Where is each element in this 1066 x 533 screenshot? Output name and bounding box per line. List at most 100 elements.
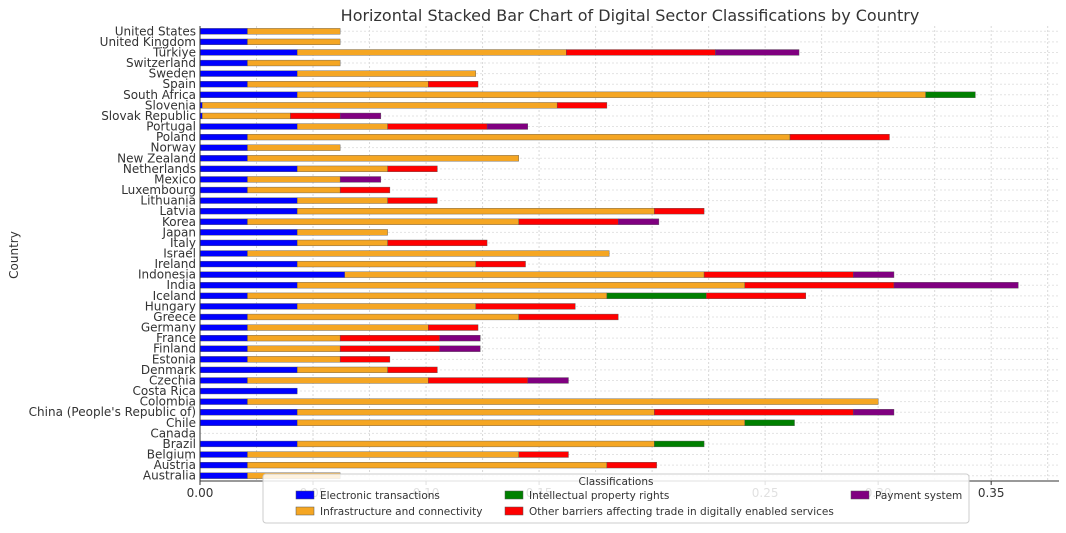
bar-segment: [475, 303, 576, 310]
bar-segment: [744, 419, 795, 426]
bar-segment: [199, 260, 298, 268]
bar-segment: [654, 409, 854, 416]
legend-label: Intellectual property rights: [529, 490, 669, 502]
y-tick-label: United States: [115, 24, 196, 38]
y-tick-label: New Zealand: [117, 151, 196, 165]
y-tick-label: United Kingdom: [100, 35, 196, 49]
y-tick-label: Greece: [153, 310, 196, 324]
legend-label: Other barriers affecting trade in digita…: [529, 506, 834, 518]
bar-segment: [199, 377, 248, 384]
y-tick-label: Estonia: [152, 352, 196, 366]
bar-segment: [606, 292, 707, 299]
y-tick-label: Spain: [162, 77, 196, 91]
legend: Classifications Electronic transactions I…: [262, 473, 970, 524]
bar-segment: [199, 451, 248, 458]
bar-segment: [297, 123, 388, 130]
legend-swatch: [295, 490, 315, 500]
bar-segment: [199, 440, 298, 448]
bar-segment: [202, 102, 558, 109]
legend-title: Classifications: [579, 476, 654, 488]
chart-title: Horizontal Stacked Bar Chart of Digital …: [341, 6, 920, 25]
bar-segment: [297, 282, 745, 289]
y-tick-label: Slovak Republic: [101, 109, 196, 123]
y-tick-label: Israel: [163, 247, 196, 261]
bar-segment: [297, 260, 476, 268]
y-tick-label: Hungary: [145, 299, 196, 313]
y-tick-label: China (People's Republic of): [29, 405, 196, 419]
y-tick-label: Colombia: [140, 395, 196, 409]
legend-label: Payment system: [875, 490, 962, 502]
bar-segment: [247, 377, 429, 384]
bar-segment: [199, 324, 248, 331]
bar-segment: [339, 345, 440, 352]
bar-segment: [247, 335, 341, 342]
bar-segment: [247, 28, 341, 35]
bar-segment: [439, 335, 481, 342]
y-tick-label: Lithuania: [140, 194, 196, 208]
bar-segment: [518, 218, 619, 225]
bar-segment: [518, 313, 619, 321]
bar-segment: [606, 462, 657, 469]
bar-segment: [339, 335, 440, 342]
bar-segment: [297, 49, 567, 56]
y-tick-label: Belgium: [147, 448, 196, 462]
bar-segment: [247, 186, 341, 194]
y-tick-label: Indonesia: [138, 268, 196, 282]
bar-segment: [744, 282, 895, 289]
bar-segment: [199, 398, 248, 405]
y-tick-label: Türkiye: [152, 45, 196, 59]
bar-segment: [297, 239, 388, 247]
y-tick-label: Czechia: [149, 373, 196, 387]
y-tick-label: Iceland: [153, 289, 196, 303]
bar-segment: [247, 38, 341, 45]
bar-segment: [789, 133, 890, 141]
y-tick-label: Italy: [170, 236, 196, 250]
bar-segment: [199, 303, 298, 310]
bar-segment: [439, 345, 481, 352]
bars-layer: [199, 28, 1019, 479]
bar-segment: [387, 366, 438, 374]
bar-segment: [297, 366, 388, 374]
bar-segment: [339, 186, 391, 194]
y-tick-label: Switzerland: [126, 56, 196, 70]
y-tick-label: Luxembourg: [121, 183, 196, 197]
bar-segment: [199, 271, 345, 278]
bar-segment: [199, 133, 248, 141]
bar-segment: [486, 123, 528, 130]
y-tick-label: Costa Rica: [133, 384, 196, 398]
y-tick-label: Australia: [143, 469, 196, 483]
bar-segment: [853, 271, 895, 278]
bar-segment: [297, 229, 388, 236]
bar-segment: [339, 176, 382, 183]
bar-segment: [202, 112, 291, 120]
y-tick-label: Latvia: [159, 204, 196, 218]
bar-segment: [297, 197, 388, 204]
bar-segment: [247, 155, 519, 162]
bar-segment: [344, 271, 705, 278]
y-axis-label: Country: [7, 231, 21, 279]
bar-segment: [556, 102, 608, 109]
bar-segment: [199, 239, 298, 247]
bar-segment: [703, 271, 854, 278]
bar-segment: [247, 176, 341, 183]
y-tick-label: Finland: [153, 342, 196, 356]
bar-segment: [247, 59, 341, 67]
y-tick-label: Japan: [162, 225, 196, 239]
bar-segment: [290, 112, 341, 120]
bar-segment: [297, 208, 655, 215]
bar-segment: [925, 91, 976, 98]
bar-segment: [247, 451, 519, 458]
bar-segment: [199, 345, 248, 352]
bar-segment: [199, 176, 248, 183]
bar-segment: [893, 282, 1019, 289]
y-tick-label: Denmark: [141, 363, 196, 377]
bar-segment: [247, 133, 791, 141]
bar-segment: [199, 292, 248, 299]
bar-segment: [428, 324, 479, 331]
bar-segment: [566, 49, 716, 56]
bar-segment: [199, 91, 298, 98]
bar-segment: [199, 81, 248, 88]
y-tick-label: Norway: [150, 141, 196, 155]
y-tick-label: Sweden: [149, 67, 196, 81]
